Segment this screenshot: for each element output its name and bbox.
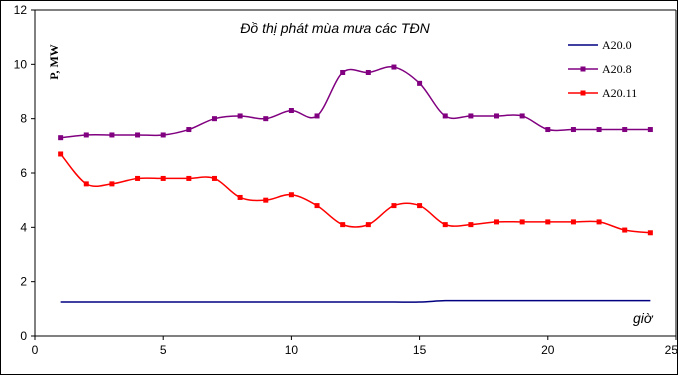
data-point-marker <box>647 230 653 236</box>
x-tick-label: 5 <box>160 343 167 357</box>
data-point-marker <box>622 127 628 133</box>
legend-label: A20.0 <box>602 38 632 52</box>
legend-entry: A20.0 <box>568 38 632 52</box>
data-point-marker <box>622 227 628 233</box>
y-tick-label: 4 <box>20 220 27 234</box>
x-axis-label: giờ <box>633 310 654 326</box>
series-line <box>60 153 651 234</box>
data-point-marker <box>468 113 474 119</box>
data-point-marker <box>340 222 346 228</box>
x-tick-label: 15 <box>413 343 427 357</box>
data-point-marker <box>237 113 243 119</box>
data-point-marker <box>314 203 320 209</box>
legend-label: A20.11 <box>602 86 637 100</box>
data-point-marker <box>314 113 320 119</box>
data-point-marker <box>365 222 371 228</box>
data-point-marker <box>83 181 89 187</box>
data-point-marker <box>596 219 602 225</box>
data-point-marker <box>570 127 576 133</box>
data-point-marker <box>494 219 500 225</box>
y-axis-label: P, MW <box>47 44 61 80</box>
data-point-marker <box>160 132 166 138</box>
data-point-marker <box>391 203 397 209</box>
data-point-marker <box>186 175 192 181</box>
series-A20.11 <box>58 151 653 236</box>
legend-entry: A20.11 <box>568 86 637 100</box>
data-point-marker <box>135 132 141 138</box>
data-point-marker <box>83 132 89 138</box>
data-point-marker <box>58 151 64 157</box>
series-A20.8 <box>58 64 653 141</box>
data-point-marker <box>391 64 397 70</box>
data-point-marker <box>647 127 653 133</box>
x-tick-label: 0 <box>32 343 39 357</box>
legend: A20.0 A20.8 A20.11 <box>568 38 637 100</box>
series-line <box>60 65 651 139</box>
y-tick-label: 8 <box>20 112 27 126</box>
data-point-marker <box>545 219 551 225</box>
x-tick-label: 25 <box>665 343 678 357</box>
data-point-marker <box>442 113 448 119</box>
legend-label: A20.8 <box>602 62 632 76</box>
data-point-marker <box>596 127 602 133</box>
y-tick-label: 0 <box>20 329 27 343</box>
chart-title: Đồ thị phát mùa mưa các TĐN <box>240 20 430 36</box>
y-tick-label: 2 <box>20 275 27 289</box>
data-point-marker <box>288 108 294 114</box>
data-point-marker <box>288 192 294 198</box>
data-point-marker <box>494 113 500 119</box>
data-point-marker <box>365 69 371 75</box>
series-A20.0 <box>60 299 651 303</box>
data-point-marker <box>417 203 423 209</box>
data-point-marker <box>263 197 269 203</box>
x-tick-label: 20 <box>541 343 555 357</box>
y-tick-label: 12 <box>14 3 28 17</box>
legend-marker <box>580 90 586 96</box>
data-point-marker <box>442 222 448 228</box>
data-point-marker <box>135 175 141 181</box>
data-point-marker <box>58 135 64 141</box>
data-point-marker <box>545 127 551 133</box>
series-line <box>60 299 651 303</box>
data-point-marker <box>570 219 576 225</box>
data-point-marker <box>211 175 217 181</box>
data-point-marker <box>519 113 525 119</box>
data-point-marker <box>519 219 525 225</box>
y-tick-label: 10 <box>14 57 28 71</box>
data-point-marker <box>263 116 269 122</box>
data-point-marker <box>340 69 346 75</box>
legend-entry: A20.8 <box>568 62 632 76</box>
y-tick-label: 6 <box>20 166 27 180</box>
data-point-marker <box>109 181 115 187</box>
data-point-marker <box>237 194 243 200</box>
data-point-marker <box>211 116 217 122</box>
legend-marker <box>580 66 586 72</box>
data-point-marker <box>109 132 115 138</box>
data-point-marker <box>417 80 423 86</box>
data-point-marker <box>160 175 166 181</box>
data-point-marker <box>186 127 192 133</box>
data-point-marker <box>468 222 474 228</box>
x-tick-label: 10 <box>285 343 299 357</box>
